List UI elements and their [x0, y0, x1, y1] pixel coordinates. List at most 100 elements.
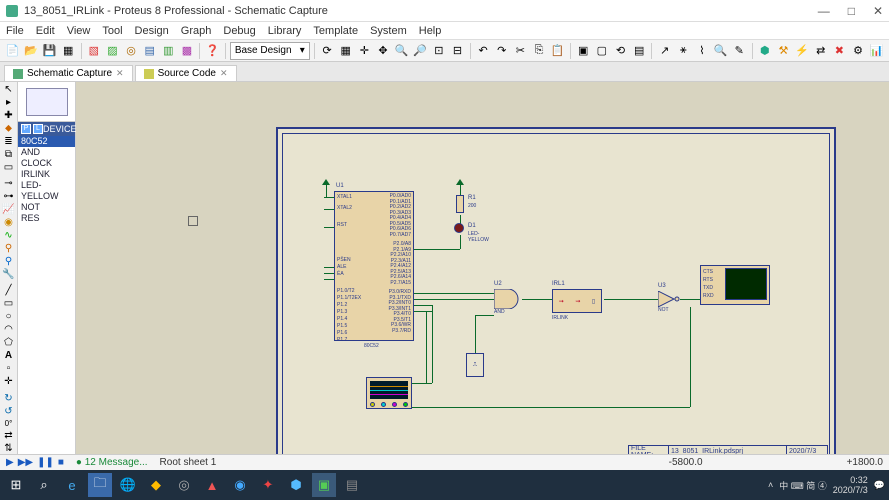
wire-label-icon[interactable]: ⚹: [675, 42, 692, 60]
device-item[interactable]: LED-YELLOW: [18, 180, 75, 202]
start-button[interactable]: ⊞: [4, 473, 28, 497]
symbol-2d-icon[interactable]: ▫: [2, 363, 16, 374]
cut-icon[interactable]: ✂: [512, 42, 529, 60]
bom-module-icon[interactable]: ▥: [160, 42, 177, 60]
component-clock[interactable]: ⎍: [466, 353, 484, 377]
component-irl1[interactable]: IRL1 ⇝⇝▯ IRLINK: [552, 289, 602, 313]
pcb-module-icon[interactable]: ▨: [104, 42, 121, 60]
schematic-module-icon[interactable]: ▧: [85, 42, 102, 60]
origin-icon[interactable]: ✛: [356, 42, 373, 60]
selection-mode-icon[interactable]: ↖: [2, 84, 16, 95]
save-icon[interactable]: 💾: [41, 42, 58, 60]
mirror-v-icon[interactable]: ⇅: [2, 443, 16, 454]
component-terminal[interactable]: CTS RTS TXD RXD: [700, 265, 770, 305]
generator-icon[interactable]: ∿: [2, 230, 16, 241]
code-module-icon[interactable]: ▩: [179, 42, 196, 60]
menu-view[interactable]: View: [67, 25, 91, 37]
erc-icon[interactable]: ⚡: [794, 42, 811, 60]
menu-design[interactable]: Design: [135, 25, 169, 37]
menu-graph[interactable]: Graph: [181, 25, 212, 37]
device-item[interactable]: NOT: [18, 202, 75, 213]
schematic-canvas[interactable]: U1 XTAL1XTAL2RST PS̄ENALEĒA P1.0/T2P1.1/…: [76, 82, 889, 454]
3d-module-icon[interactable]: ◎: [123, 42, 140, 60]
design-variant-combo[interactable]: Base Design▾: [230, 42, 310, 60]
block-rotate-icon[interactable]: ⟲: [612, 42, 629, 60]
zoom-all-icon[interactable]: ⊡: [431, 42, 448, 60]
component-r1[interactable]: R1 200: [456, 195, 464, 213]
component-oscilloscope[interactable]: [366, 377, 412, 409]
label-mode-icon[interactable]: ⬥: [2, 123, 16, 134]
menu-file[interactable]: File: [6, 25, 24, 37]
copy-icon[interactable]: ⎘: [531, 42, 548, 60]
minimize-button[interactable]: —: [818, 4, 830, 18]
menu-template[interactable]: Template: [313, 25, 358, 37]
ime-indicator[interactable]: 中 ⌨ 简 ④: [779, 479, 827, 492]
app-icon-7[interactable]: ▤: [340, 473, 364, 497]
pin-mode-icon[interactable]: ⊶: [2, 191, 16, 202]
taskbar-clock[interactable]: 0:32 2020/7/3: [833, 475, 868, 495]
grid-icon[interactable]: ▦: [337, 42, 354, 60]
subcircuit-icon[interactable]: ▭: [2, 162, 16, 173]
new-icon[interactable]: 📄: [4, 42, 21, 60]
tab-source-code[interactable]: Source Code ✕: [135, 65, 237, 81]
component-mode-icon[interactable]: ▸: [2, 97, 16, 108]
autoroute-icon[interactable]: ⌇: [694, 42, 711, 60]
marker-2d-icon[interactable]: ✛: [2, 376, 16, 387]
menu-help[interactable]: Help: [419, 25, 442, 37]
app-icon-4[interactable]: ◉: [228, 473, 252, 497]
text-script-icon[interactable]: ≣: [2, 136, 16, 147]
junction-mode-icon[interactable]: ✚: [2, 110, 16, 121]
app-icon-3[interactable]: ▲: [200, 473, 224, 497]
device-item[interactable]: RES: [18, 213, 75, 224]
package-icon[interactable]: ⬢: [757, 42, 774, 60]
app-icon-5[interactable]: ✦: [256, 473, 280, 497]
stop-button[interactable]: ■: [58, 457, 64, 468]
mirror-h-icon[interactable]: ⇄: [2, 430, 16, 441]
report-icon[interactable]: 📊: [868, 42, 885, 60]
chrome-icon[interactable]: 🌐: [116, 473, 140, 497]
component-u2[interactable]: U2 AND: [494, 289, 522, 311]
close-tab-icon[interactable]: ✕: [116, 68, 124, 79]
path-2d-icon[interactable]: ⬠: [2, 337, 16, 348]
compile-icon[interactable]: ⚙: [850, 42, 867, 60]
box-2d-icon[interactable]: ▭: [2, 298, 16, 309]
maximize-button[interactable]: □: [848, 4, 855, 18]
app-icon-6[interactable]: ⬢: [284, 473, 308, 497]
tray-chevron-icon[interactable]: ˄: [768, 480, 773, 490]
zoom-area-icon[interactable]: ⊟: [449, 42, 466, 60]
property-icon[interactable]: ✎: [731, 42, 748, 60]
component-u3[interactable]: U3 NOT: [658, 291, 680, 309]
line-2d-icon[interactable]: ╱: [2, 285, 16, 296]
menu-debug[interactable]: Debug: [223, 25, 255, 37]
rotate-ccw-icon[interactable]: ↺: [2, 406, 16, 417]
proteus-taskbar-icon[interactable]: ▣: [312, 473, 336, 497]
redo-icon[interactable]: ↷: [493, 42, 510, 60]
system-tray[interactable]: ˄ 中 ⌨ 简 ④ 0:32 2020/7/3 💬: [768, 475, 885, 495]
zoom-in-icon[interactable]: 🔍: [393, 42, 410, 60]
messages-indicator[interactable]: ● 12 Message...: [76, 457, 148, 468]
step-button[interactable]: ▶▶: [18, 457, 33, 468]
tab-schematic[interactable]: Schematic Capture ✕: [4, 65, 133, 81]
netlist-icon[interactable]: ⇄: [812, 42, 829, 60]
app-icon-2[interactable]: ◎: [172, 473, 196, 497]
menu-library[interactable]: Library: [268, 25, 302, 37]
decompose-icon[interactable]: ⚒: [775, 42, 792, 60]
app-icon-1[interactable]: ◆: [144, 473, 168, 497]
explorer-icon[interactable]: 🗀: [88, 473, 112, 497]
block-copy-icon[interactable]: ▣: [575, 42, 592, 60]
pick-parts-icon[interactable]: P: [21, 124, 31, 134]
play-button[interactable]: ▶: [6, 457, 14, 468]
component-u1[interactable]: U1 XTAL1XTAL2RST PS̄ENALEĒA P1.0/T2P1.1/…: [334, 191, 414, 341]
block-move-icon[interactable]: ▢: [594, 42, 611, 60]
bom-icon[interactable]: ✖: [831, 42, 848, 60]
devices-list[interactable]: 80C52 AND CLOCK IRLINK LED-YELLOW NOT RE…: [18, 136, 75, 454]
undo-icon[interactable]: ↶: [475, 42, 492, 60]
component-d1[interactable]: D1 LED-YELLOW: [454, 223, 464, 233]
paste-icon[interactable]: 📋: [549, 42, 566, 60]
rotate-cw-icon[interactable]: ↻: [2, 393, 16, 404]
probe-i-icon[interactable]: ⚲: [2, 256, 16, 267]
menu-system[interactable]: System: [370, 25, 407, 37]
instrument-icon[interactable]: 🔧: [2, 269, 16, 280]
edge-icon[interactable]: e: [60, 473, 84, 497]
graph-mode-icon[interactable]: 📈: [2, 204, 16, 215]
